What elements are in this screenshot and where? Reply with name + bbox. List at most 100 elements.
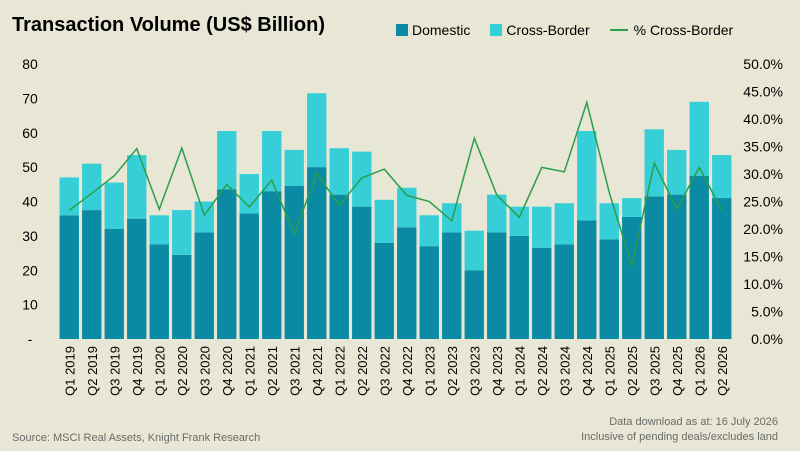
source-note: Source: MSCI Real Assets, Knight Frank R… xyxy=(12,432,261,444)
y-right-tick-label: 35.0% xyxy=(743,139,783,155)
bar-domestic xyxy=(352,206,372,339)
y-left-tick-label: 20 xyxy=(22,262,38,278)
inclusion-note: Inclusive of pending deals/excludes land xyxy=(581,431,778,443)
bar-domestic xyxy=(374,242,394,339)
bar-cross-border xyxy=(352,151,372,207)
y-right-tick-label: 40.0% xyxy=(743,111,783,127)
x-tick-label: Q1 2023 xyxy=(422,346,437,396)
x-tick-label: Q3 2022 xyxy=(377,346,392,396)
legend-swatch-domestic xyxy=(396,24,408,36)
bar-cross-border xyxy=(667,149,687,195)
bar-cross-border xyxy=(464,230,484,271)
y-right-tick-label: 0.0% xyxy=(751,331,783,347)
bar-domestic xyxy=(262,191,282,339)
x-tick-label: Q4 2020 xyxy=(220,346,235,396)
bar-cross-border xyxy=(374,199,394,243)
bar-domestic xyxy=(172,254,192,339)
data-date-note: Data download as at: 16 July 2026 xyxy=(609,416,778,428)
bar-cross-border xyxy=(217,131,237,190)
x-tick-label: Q3 2019 xyxy=(107,346,122,396)
x-tick-label: Q3 2023 xyxy=(467,346,482,396)
bar-cross-border xyxy=(307,93,327,168)
bar-domestic xyxy=(509,235,529,339)
bar-domestic xyxy=(217,189,237,339)
bar-domestic xyxy=(487,232,507,339)
bar-cross-border xyxy=(329,148,349,195)
bar-cross-border xyxy=(172,210,192,255)
x-tick-label: Q4 2019 xyxy=(130,346,145,396)
x-tick-label: Q2 2025 xyxy=(625,346,640,396)
x-tick-label: Q4 2025 xyxy=(670,346,685,396)
bar-domestic xyxy=(667,194,687,339)
bar-cross-border xyxy=(487,194,507,233)
x-tick-label: Q2 2023 xyxy=(445,346,460,396)
bar-cross-border xyxy=(599,203,619,240)
x-tick-label: Q2 2026 xyxy=(715,346,730,396)
x-tick-label: Q3 2020 xyxy=(197,346,212,396)
legend-label-domestic: Domestic xyxy=(412,22,471,38)
bar-domestic xyxy=(59,215,79,339)
x-tick-label: Q3 2024 xyxy=(557,346,572,396)
x-tick-label: Q1 2026 xyxy=(692,346,707,396)
bar-domestic xyxy=(104,229,124,339)
y-right-tick-label: 30.0% xyxy=(743,166,783,182)
legend: Domestic Cross-Border % Cross-Border xyxy=(396,22,753,38)
y-left-tick-label: 60 xyxy=(22,125,38,141)
x-tick-label: Q1 2022 xyxy=(332,346,347,396)
y-right-tick-label: 45.0% xyxy=(743,84,783,100)
bar-domestic xyxy=(577,220,597,339)
x-tick-label: Q1 2020 xyxy=(152,346,167,396)
legend-item-pct-cross-border: % Cross-Border xyxy=(609,22,734,38)
bar-domestic xyxy=(689,175,709,339)
legend-item-domestic: Domestic xyxy=(396,22,470,38)
y-right-tick-label: 25.0% xyxy=(743,194,783,210)
bar-cross-border xyxy=(554,203,574,245)
y-left-tick-label: 40 xyxy=(22,194,38,210)
bar-cross-border xyxy=(149,215,169,245)
bar-domestic xyxy=(599,239,619,339)
bar-cross-border xyxy=(397,187,417,228)
bar-domestic xyxy=(329,194,349,339)
x-tick-label: Q2 2020 xyxy=(175,346,190,396)
chart-title: Transaction Volume (US$ Billion) xyxy=(12,14,326,36)
x-tick-label: Q4 2024 xyxy=(580,346,595,396)
y-right-tick-label: 20.0% xyxy=(743,221,783,237)
bar-domestic xyxy=(127,218,147,339)
x-tick-label: Q3 2021 xyxy=(287,346,302,396)
bar-domestic xyxy=(397,227,417,339)
y-left-tick-label: 70 xyxy=(22,90,38,106)
bar-cross-border xyxy=(104,182,124,229)
x-tick-label: Q2 2021 xyxy=(265,346,280,396)
x-tick-label: Q3 2025 xyxy=(647,346,662,396)
bar-domestic xyxy=(307,167,327,339)
y-left-tick-label: 10 xyxy=(22,297,38,313)
bar-domestic xyxy=(284,186,304,339)
bar-domestic xyxy=(149,244,169,339)
y-right-tick-label: 50.0% xyxy=(743,56,783,72)
x-tick-label: Q4 2022 xyxy=(400,346,415,396)
line-pct-cross-border xyxy=(68,99,723,269)
bar-cross-border xyxy=(712,155,732,199)
y-left-tick-label: - xyxy=(28,331,33,347)
legend-swatch-pct-cross-border xyxy=(609,29,628,31)
legend-swatch-cross-border xyxy=(490,24,503,36)
legend-label-pct-cross-border: % Cross-Border xyxy=(633,22,734,38)
bar-cross-border xyxy=(442,203,462,233)
y-left-tick-label: 30 xyxy=(22,228,38,244)
bar-cross-border xyxy=(577,131,597,221)
bar-domestic xyxy=(194,232,214,339)
bar-cross-border xyxy=(509,206,529,236)
x-tick-label: Q4 2023 xyxy=(490,346,505,396)
x-tick-label: Q2 2024 xyxy=(535,346,550,396)
x-tick-label: Q1 2024 xyxy=(512,346,527,396)
x-tick-label: Q2 2022 xyxy=(355,346,370,396)
legend-label-cross-border: Cross-Border xyxy=(506,22,590,38)
bar-domestic xyxy=(239,213,259,339)
bar-cross-border xyxy=(284,149,304,187)
bar-domestic xyxy=(419,246,439,339)
y-left-tick-label: 50 xyxy=(22,159,38,175)
bar-domestic xyxy=(644,196,664,339)
y-right-tick-label: 10.0% xyxy=(743,276,783,292)
y-right-tick-label: 5.0% xyxy=(751,304,783,320)
bar-domestic xyxy=(532,247,552,339)
